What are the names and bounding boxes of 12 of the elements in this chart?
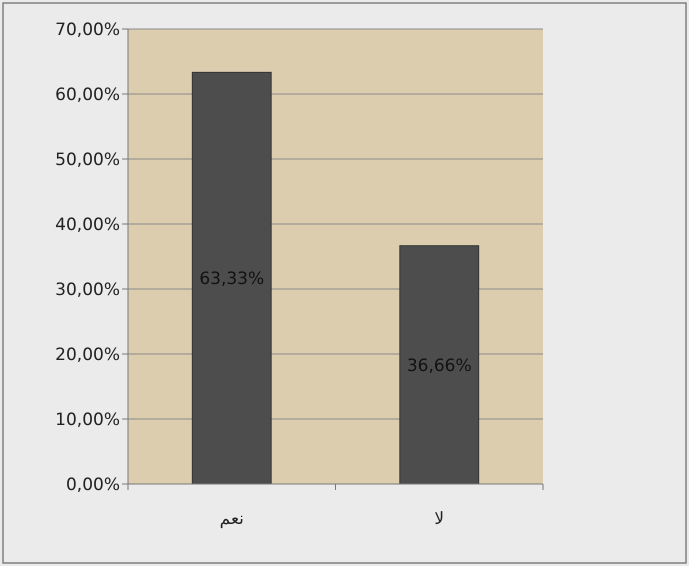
y-tick-label: 50,00%	[55, 150, 120, 170]
x-tick-label: نعم	[220, 509, 244, 529]
y-tick-label: 40,00%	[55, 214, 120, 235]
text: 63,33%	[199, 269, 264, 290]
y-tick-label: 20,00%	[55, 344, 120, 365]
y-tick-label: 30,00%	[55, 280, 120, 300]
x-tick-label: لا	[434, 509, 444, 529]
y-tick-label: 0,00%	[66, 474, 120, 495]
text: 36,66%	[406, 356, 472, 376]
y-tick-label: 60,00%	[55, 84, 120, 105]
y-tick-label: 10,00%	[55, 410, 120, 430]
y-tick-label: 70,00%	[55, 20, 120, 40]
